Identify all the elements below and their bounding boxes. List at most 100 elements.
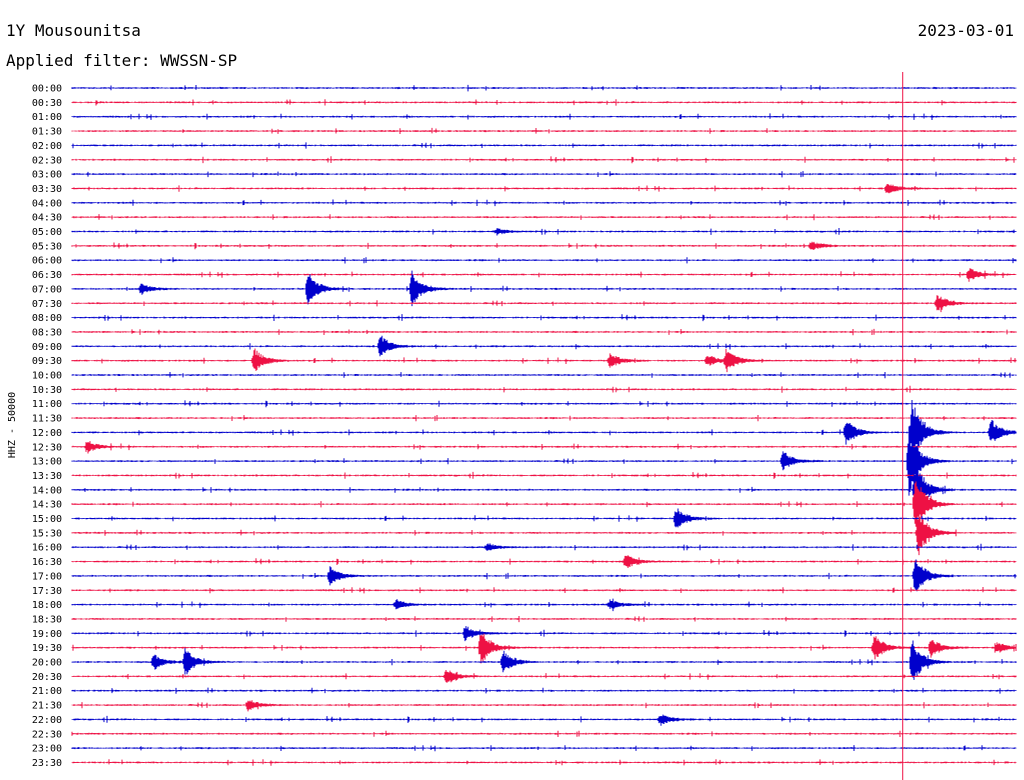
trace-1330	[71, 471, 1017, 479]
trace-2130	[71, 700, 1017, 712]
time-tick-label: 22:00	[32, 715, 62, 726]
time-tick-label: 15:30	[32, 528, 62, 539]
time-tick-label: 00:00	[32, 84, 62, 95]
trace-0000	[71, 84, 1017, 92]
time-tick-label: 16:30	[32, 557, 62, 568]
time-tick-label: 19:00	[32, 629, 62, 640]
time-tick-label: 12:30	[32, 442, 62, 453]
trace-1900	[71, 626, 1017, 642]
time-tick-label: 14:00	[32, 485, 62, 496]
time-tick-label: 07:30	[32, 299, 62, 310]
time-tick-label: 18:30	[32, 614, 62, 625]
time-tick-label: 16:00	[32, 543, 62, 554]
time-tick-label: 21:00	[32, 686, 62, 697]
time-tick-label: 08:00	[32, 313, 62, 324]
time-tick-label: 19:30	[32, 643, 62, 654]
trace-1530	[71, 517, 1017, 556]
time-tick-label: 03:30	[32, 184, 62, 195]
trace-1100	[71, 400, 1017, 408]
trace-0130	[71, 127, 1017, 134]
time-tick-label: 23:30	[32, 758, 62, 769]
trace-0100	[71, 113, 1017, 120]
trace-1230	[71, 441, 1017, 454]
time-tick-label: 06:00	[32, 256, 62, 267]
filter-label: Applied filter: WWSSN-SP	[6, 51, 238, 70]
time-tick-label: 04:00	[32, 198, 62, 209]
trace-2100	[71, 687, 1017, 694]
trace-0930	[71, 348, 1017, 373]
time-tick-label: 20:00	[32, 658, 62, 669]
time-tick-label: 21:30	[32, 701, 62, 712]
trace-1500	[71, 508, 1017, 528]
trace-0030	[71, 99, 1017, 106]
time-tick-label: 01:00	[32, 112, 62, 123]
trace-0500	[71, 228, 1017, 236]
time-tick-label: 11:30	[32, 414, 62, 425]
time-tick-label: 05:30	[32, 241, 62, 252]
time-tick-label: 07:00	[32, 284, 62, 295]
trace-1430	[71, 481, 1017, 530]
trace-1730	[71, 587, 1017, 594]
trace-1300	[71, 426, 1017, 496]
time-tick-label: 02:30	[32, 155, 62, 166]
time-tick-label: 20:30	[32, 672, 62, 683]
trace-1630	[71, 555, 1017, 568]
time-tick-label: 11:00	[32, 399, 62, 410]
time-tick-label: 04:30	[32, 213, 62, 224]
time-tick-label: 17:00	[32, 571, 62, 582]
trace-0200	[71, 142, 1017, 149]
time-tick-label: 08:30	[32, 327, 62, 338]
time-tick-label: 17:30	[32, 586, 62, 597]
trace-0600	[71, 257, 1017, 264]
trace-1800	[71, 598, 1017, 612]
trace-0300	[71, 171, 1017, 178]
time-tick-label: 13:30	[32, 471, 62, 482]
trace-group	[71, 84, 1017, 766]
trace-1600	[71, 543, 1017, 551]
trace-2200	[71, 714, 1017, 726]
trace-0700	[71, 270, 1017, 307]
trace-1200	[71, 400, 1017, 462]
trace-0400	[71, 199, 1017, 207]
trace-0330	[71, 184, 1017, 194]
trace-2030	[71, 670, 1017, 683]
station-title: 1Y Mousounitsa	[6, 21, 141, 40]
time-label-group: 00:00 00:30 01:00 01:30 02:00 02:30 03:00 03:30…	[32, 84, 62, 769]
time-tick-label: 09:00	[32, 342, 62, 353]
time-tick-label: 14:30	[32, 500, 62, 511]
time-tick-label: 10:30	[32, 385, 62, 396]
time-tick-label: 02:00	[32, 141, 62, 152]
trace-2000	[71, 640, 1017, 680]
trace-1830	[71, 616, 1017, 623]
trace-2230	[71, 730, 1017, 737]
date-label: 2023-03-01	[917, 21, 1014, 40]
trace-0430	[71, 214, 1017, 221]
trace-0630	[71, 268, 1017, 282]
time-tick-label: 00:30	[32, 98, 62, 109]
time-tick-label: 10:00	[32, 371, 62, 382]
time-tick-label: 12:00	[32, 428, 62, 439]
trace-1400	[71, 461, 1017, 513]
time-tick-label: 23:00	[32, 744, 62, 755]
trace-1700	[71, 559, 1017, 592]
trace-1930	[71, 633, 1017, 664]
time-tick-label: 01:30	[32, 127, 62, 138]
trace-2330	[71, 759, 1017, 766]
trace-0230	[71, 156, 1017, 164]
trace-0800	[71, 314, 1017, 322]
trace-0900	[71, 335, 1017, 357]
trace-0730	[71, 295, 1017, 313]
time-tick-label: 13:00	[32, 457, 62, 468]
trace-1000	[71, 372, 1017, 379]
trace-1130	[71, 415, 1017, 422]
time-tick-label: 18:00	[32, 600, 62, 611]
trace-0530	[71, 241, 1017, 250]
trace-0830	[71, 328, 1017, 336]
time-tick-label: 22:30	[32, 729, 62, 740]
trace-2300	[71, 745, 1017, 752]
time-tick-label: 09:30	[32, 356, 62, 367]
time-tick-label: 05:00	[32, 227, 62, 238]
time-tick-label: 06:30	[32, 270, 62, 281]
time-tick-label: 15:00	[32, 514, 62, 525]
